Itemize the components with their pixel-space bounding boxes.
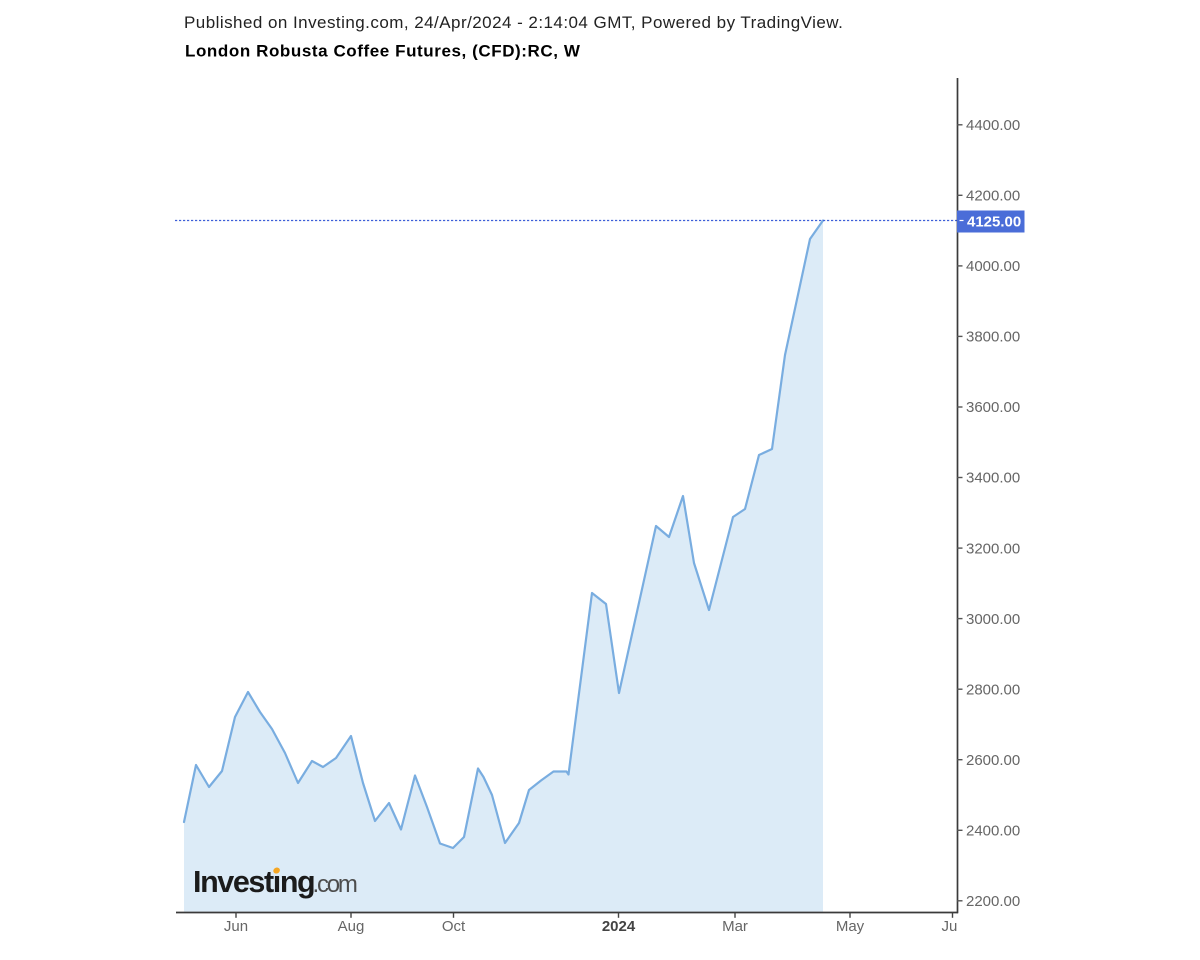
svg-text:3400.00: 3400.00 (966, 470, 1020, 487)
svg-text:Oct: Oct (442, 918, 466, 935)
svg-text:2024: 2024 (602, 918, 636, 935)
svg-text:Mar: Mar (722, 918, 748, 935)
svg-text:Investıng: Investıng (193, 865, 314, 899)
svg-text:4125.00: 4125.00 (967, 214, 1021, 231)
svg-text:3000.00: 3000.00 (966, 611, 1020, 628)
svg-text:London Robusta Coffee Futures,: London Robusta Coffee Futures, (CFD):RC,… (185, 41, 581, 60)
svg-text:4000.00: 4000.00 (966, 258, 1020, 275)
svg-text:Aug: Aug (338, 918, 365, 935)
svg-text:2400.00: 2400.00 (966, 823, 1020, 840)
svg-text:3800.00: 3800.00 (966, 329, 1020, 346)
svg-text:3200.00: 3200.00 (966, 540, 1020, 557)
svg-text:May: May (836, 918, 865, 935)
svg-text:Ju: Ju (942, 918, 958, 935)
svg-text:4200.00: 4200.00 (966, 188, 1020, 205)
svg-text:2800.00: 2800.00 (966, 681, 1020, 698)
svg-text:Jun: Jun (224, 918, 248, 935)
svg-text:Published on Investing.com, 24: Published on Investing.com, 24/Apr/2024 … (184, 13, 843, 32)
svg-text:2200.00: 2200.00 (966, 893, 1020, 910)
svg-text:4400.00: 4400.00 (966, 117, 1020, 134)
svg-text:3600.00: 3600.00 (966, 399, 1020, 416)
svg-text:.com: .com (313, 871, 357, 898)
svg-text:2600.00: 2600.00 (966, 752, 1020, 769)
